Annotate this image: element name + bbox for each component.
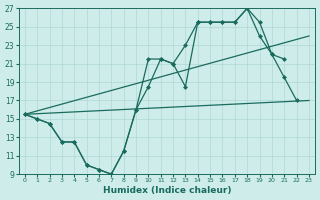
X-axis label: Humidex (Indice chaleur): Humidex (Indice chaleur) [103,186,231,195]
